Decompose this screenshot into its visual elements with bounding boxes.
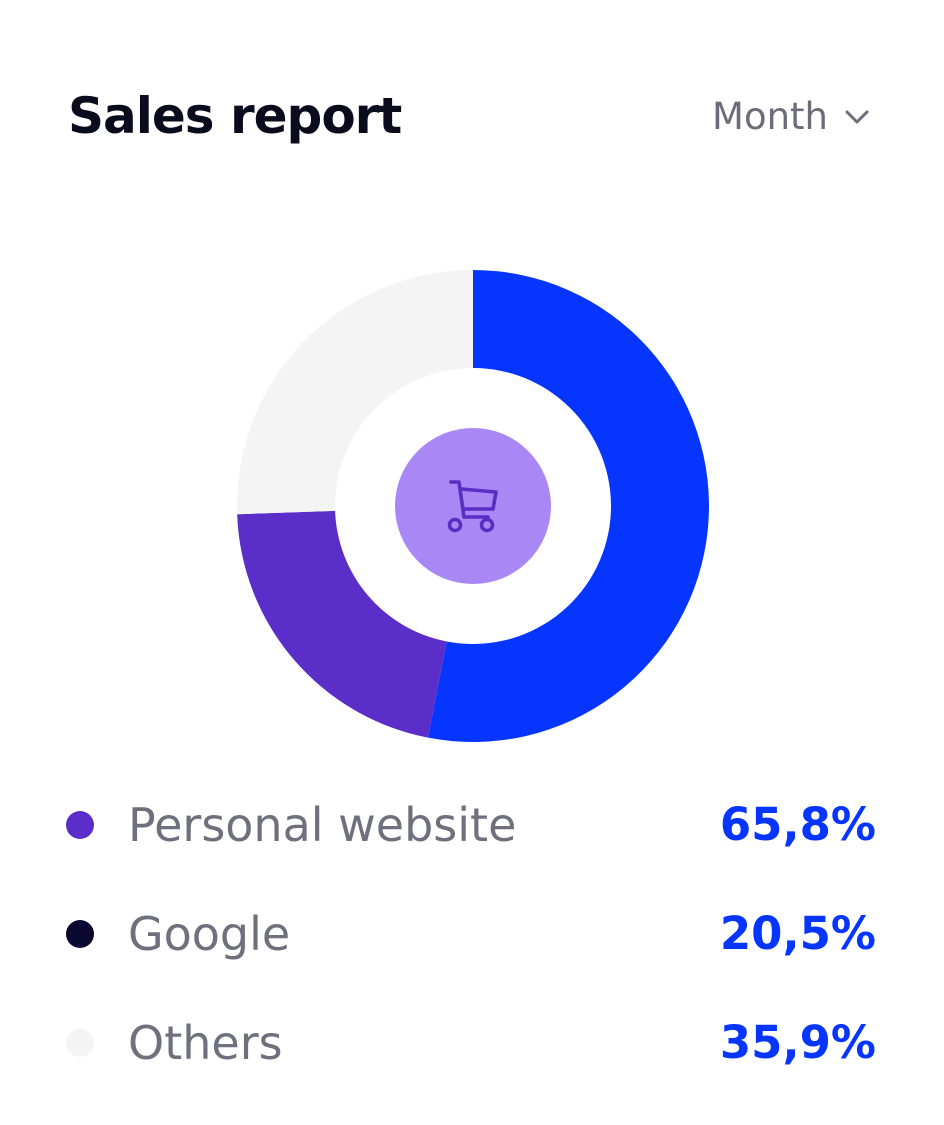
shopping-cart-icon bbox=[447, 480, 498, 533]
card-title: Sales report bbox=[68, 87, 402, 145]
chevron-down-icon bbox=[845, 110, 869, 124]
legend-value-personal-website: 65,8% bbox=[719, 797, 876, 851]
legend-dot-google bbox=[66, 919, 94, 948]
legend-dot-others bbox=[66, 1028, 94, 1057]
legend-dot-personal-website bbox=[66, 810, 94, 839]
legend-label-others: Others bbox=[128, 1015, 283, 1070]
legend-item-google: Google 20,5% bbox=[66, 879, 876, 988]
legend-item-personal-website: Personal website 65,8% bbox=[66, 770, 876, 879]
legend-label-personal-website: Personal website bbox=[128, 797, 517, 852]
legend-item-others: Others 35,9% bbox=[66, 988, 876, 1097]
donut-segment-personal-website bbox=[427, 270, 709, 742]
donut-segment-others bbox=[237, 270, 473, 515]
donut-segments bbox=[237, 270, 709, 742]
period-dropdown[interactable]: Month bbox=[712, 94, 872, 140]
period-dropdown-value: Month bbox=[712, 95, 828, 138]
legend-label-google: Google bbox=[128, 906, 291, 961]
legend-value-google: 20,5% bbox=[719, 906, 876, 960]
donut-chart bbox=[237, 270, 709, 742]
center-disc bbox=[395, 428, 551, 584]
donut-segment-google bbox=[237, 510, 447, 738]
chart-legend: Personal website 65,8% Google 20,5% Othe… bbox=[66, 770, 876, 1097]
legend-value-others: 35,9% bbox=[719, 1015, 876, 1069]
donut-chart-svg bbox=[237, 270, 709, 742]
